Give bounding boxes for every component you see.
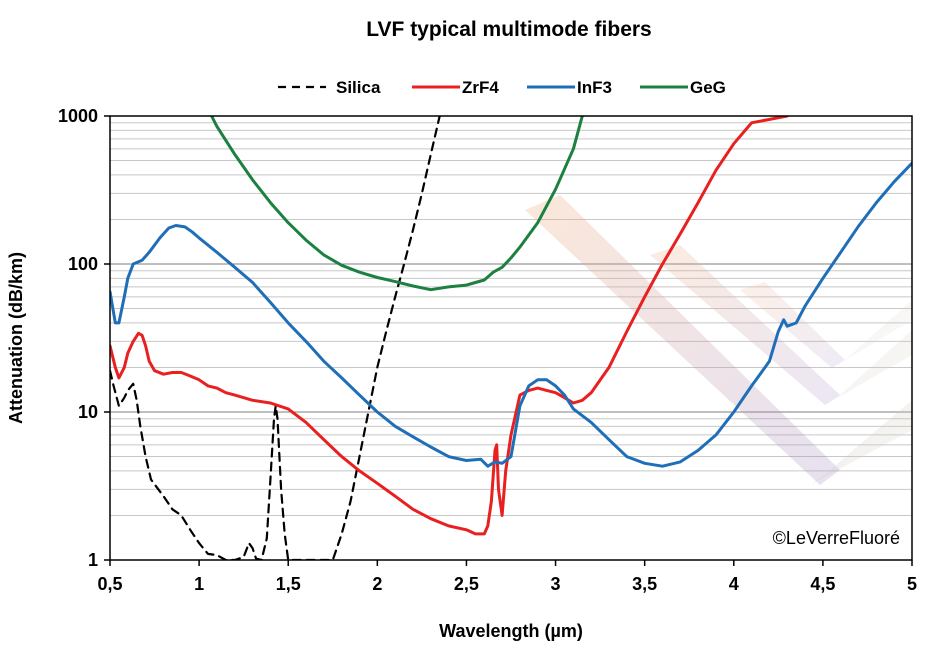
plot-border (109, 115, 913, 561)
series-line-inf3 (110, 161, 912, 468)
legend-label-zrf4: ZrF4 (462, 78, 499, 97)
series-line-zrf4 (110, 116, 789, 536)
legend-label-inf3: InF3 (577, 78, 612, 97)
chart-title: LVF typical multimode fibers (366, 18, 652, 41)
x-tick-label: 4,5 (810, 574, 835, 594)
y-tick-label: 1 (88, 550, 98, 570)
x-tick-label: 2 (372, 574, 382, 594)
y-tick-label: 10 (78, 402, 98, 422)
x-tick-label: 3,5 (632, 574, 657, 594)
plot-area (110, 116, 912, 560)
series-line-silica (110, 116, 441, 560)
x-tick-label: 5 (907, 574, 917, 594)
series-line-geg (210, 116, 584, 292)
legend-label-geg: GeG (690, 78, 726, 97)
y-tick-label: 1000 (58, 106, 98, 126)
y-tick-label: 100 (68, 254, 98, 274)
x-axis-title: Wavelength (µm) (439, 621, 583, 641)
x-axis: 0,5 1 1,5 2 2,5 3 3,5 4 4,5 5 (97, 560, 917, 594)
x-tick-label: 3 (551, 574, 561, 594)
x-tick-label: 1,5 (276, 574, 301, 594)
x-tick-label: 0,5 (97, 574, 122, 594)
y-axis-title: Attenuation (dB/km) (6, 252, 26, 424)
copyright-credit: ©LeVerreFluoré (773, 528, 900, 548)
x-tick-label: 4 (729, 574, 739, 594)
y-axis: 1 10 100 1000 (58, 106, 110, 570)
x-tick-label: 1 (194, 574, 204, 594)
legend: Silica ZrF4 InF3 GeG (278, 78, 726, 97)
series-layer (110, 116, 912, 560)
x-tick-label: 2,5 (454, 574, 479, 594)
legend-label-silica: Silica (336, 78, 381, 97)
